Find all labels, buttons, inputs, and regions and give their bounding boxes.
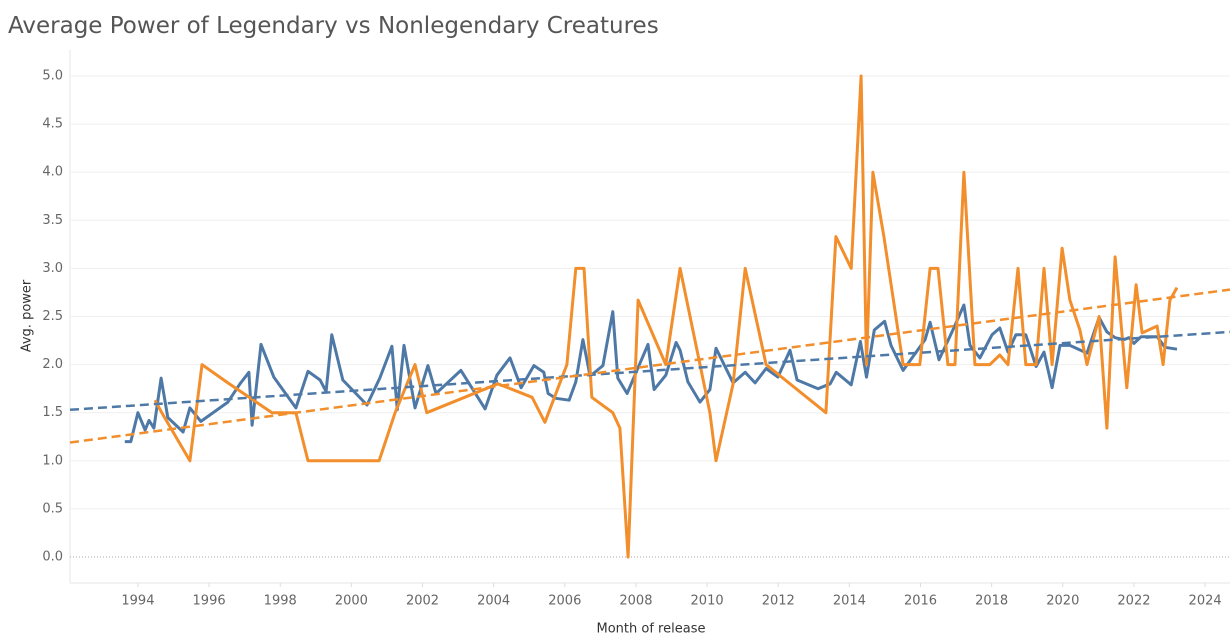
x-tick-label: 2004 <box>477 594 510 609</box>
x-tick-label: 1998 <box>264 594 297 609</box>
x-tick-label: 2000 <box>335 594 368 609</box>
x-tick-label: 2006 <box>548 594 581 609</box>
y-axis-title: Avg. power <box>20 279 35 352</box>
x-tick-label: 2024 <box>1189 594 1222 609</box>
x-tick-label: 1996 <box>193 594 226 609</box>
y-tick-label: 5.0 <box>42 68 63 83</box>
series-line <box>153 74 1179 559</box>
y-tick-label: 3.0 <box>42 261 63 276</box>
y-tick-label: 3.5 <box>42 213 63 228</box>
x-tick-label: 2016 <box>904 594 937 609</box>
trend-line <box>69 330 1230 412</box>
x-axis-title: Month of release <box>597 622 706 637</box>
x-tick-label: 2014 <box>833 594 866 609</box>
y-tick-label: 1.0 <box>42 453 63 468</box>
x-tick-label: 2010 <box>691 594 724 609</box>
x-tick-label: 2020 <box>1046 594 1079 609</box>
y-tick-label: 0.0 <box>42 550 63 565</box>
x-tick-label: 2008 <box>619 594 652 609</box>
y-tick-label: 4.5 <box>42 117 63 132</box>
series-line <box>124 303 1178 444</box>
x-tick-label: 2002 <box>406 594 439 609</box>
chart-title: Average Power of Legendary vs Nonlegenda… <box>8 13 659 39</box>
x-tick-label: 1994 <box>121 594 154 609</box>
y-tick-label: 2.0 <box>42 357 63 372</box>
y-tick-label: 2.5 <box>42 309 63 324</box>
y-tick-label: 1.5 <box>42 405 63 420</box>
x-tick-label: 2022 <box>1117 594 1150 609</box>
y-tick-label: 0.5 <box>42 501 63 516</box>
x-tick-label: 2018 <box>975 594 1008 609</box>
y-tick-label: 4.0 <box>42 165 63 180</box>
x-tick-label: 2012 <box>762 594 795 609</box>
